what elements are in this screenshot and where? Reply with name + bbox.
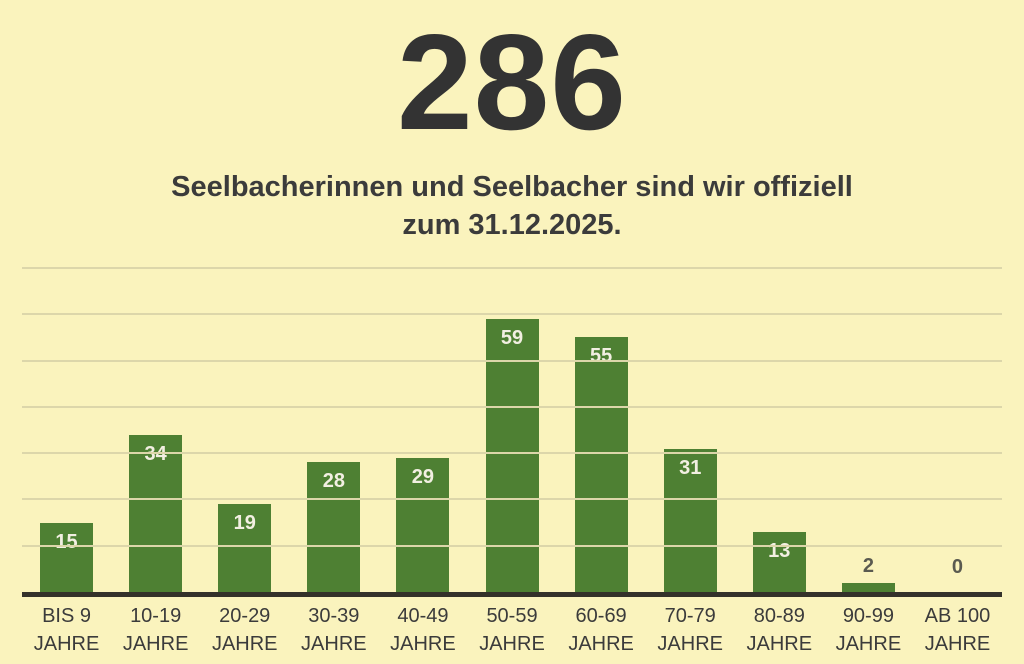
x-axis-label: 40-49 JAHRE — [378, 602, 467, 658]
x-axis-label: 10-19 JAHRE — [111, 602, 200, 658]
x-axis-label-range: 30-39 — [308, 605, 360, 627]
bar-slot: 55 — [557, 268, 646, 592]
bar-value-label: 2 — [862, 555, 874, 577]
x-axis-label-unit: JAHRE — [122, 633, 189, 655]
gridline-70 — [22, 267, 1002, 269]
bar-slot: 0 — [913, 268, 1002, 592]
bar-value-label: 19 — [233, 512, 256, 534]
x-axis-labels: BIS 9 JAHRE 10-19 JAHRE 20-29 JAHRE 30-39 JAHRE… — [22, 602, 1002, 658]
gridline-10 — [22, 544, 1002, 547]
bar-slot: 31 — [646, 268, 735, 592]
gridline-50 — [22, 359, 1002, 362]
bar-slot: 59 — [467, 268, 556, 592]
bar-slot: 29 — [378, 268, 467, 592]
gridline-30 — [22, 452, 1002, 455]
bar-value-label: 0 — [951, 556, 964, 578]
x-axis-label-range: 80-89 — [753, 605, 805, 627]
bar-slot: 13 — [735, 268, 824, 592]
x-axis-label-range: 50-59 — [486, 605, 538, 627]
x-axis-label-unit: JAHRE — [746, 633, 813, 655]
bar-value-label: 13 — [768, 540, 791, 562]
x-axis-label-unit: JAHRE — [657, 633, 723, 655]
bar-value-label: 59 — [500, 327, 524, 349]
bars-row: 15 34 19 28 29 59 55 31 13 2 0 — [22, 268, 1002, 592]
x-axis-label-range: BIS 9 — [42, 605, 91, 627]
bar: 19 — [218, 504, 272, 592]
x-axis-label-unit: JAHRE — [390, 633, 456, 655]
bar-slot: 34 — [111, 268, 200, 592]
x-axis-label: 70-79 JAHRE — [646, 602, 735, 658]
x-axis-label-unit: JAHRE — [301, 633, 367, 655]
x-axis-label: BIS 9 JAHRE — [22, 602, 111, 658]
subtitle: Seelbacherinnen und Seelbacher sind wir … — [0, 168, 1024, 244]
gridline-20 — [22, 498, 1002, 501]
x-axis-label-range: 10-19 — [130, 605, 182, 627]
bar-value-label: 15 — [55, 531, 78, 553]
bar — [841, 583, 895, 592]
x-axis-label: AB 100 JAHRE — [913, 602, 1002, 658]
gridline-40 — [22, 405, 1002, 408]
bar: 29 — [396, 458, 450, 592]
bar-slot: 15 — [22, 268, 111, 592]
x-axis-label-range: 20-29 — [219, 605, 271, 627]
x-axis-label: 60-69 JAHRE — [557, 602, 646, 658]
x-axis-label: 20-29 JAHRE — [200, 602, 289, 658]
x-axis-label-unit: JAHRE — [568, 633, 634, 655]
bar-value-label: 34 — [145, 443, 167, 466]
x-axis-label-range: 90-99 — [842, 605, 894, 627]
bar-value-label: 55 — [589, 345, 613, 367]
x-axis-label-unit: JAHRE — [479, 633, 545, 655]
subtitle-line1: Seelbacherinnen und Seelbacher sind wir … — [171, 171, 853, 203]
bar: 31 — [663, 449, 717, 592]
age-distribution-bar-chart: 15 34 19 28 29 59 55 31 13 2 0 — [22, 267, 1002, 597]
bar-value-label: 29 — [411, 466, 435, 488]
x-axis-label-range: 70-79 — [664, 605, 716, 627]
bar: 15 — [40, 523, 94, 592]
x-axis-label-unit: JAHRE — [924, 633, 991, 655]
subtitle-line2: zum 31.12.2025. — [402, 209, 622, 241]
bar-value-label: 31 — [679, 457, 702, 479]
x-axis-label-range: 40-49 — [397, 605, 449, 627]
bar-value-label: 28 — [322, 470, 345, 492]
x-axis-label: 50-59 JAHRE — [467, 602, 556, 658]
gridline-60 — [22, 313, 1002, 316]
bar: 13 — [752, 532, 806, 592]
x-axis-label-unit: JAHRE — [211, 633, 278, 655]
x-axis-label: 80-89 JAHRE — [735, 602, 824, 658]
bar: 34 — [129, 435, 183, 592]
x-axis-label: 90-99 JAHRE — [824, 602, 913, 658]
bar: 28 — [307, 462, 361, 592]
x-axis-label-range: AB 100 — [924, 605, 991, 627]
population-total-headline: 286 — [397, 6, 627, 158]
bar-slot: 19 — [200, 268, 289, 592]
x-axis-label: 30-39 JAHRE — [289, 602, 378, 658]
x-axis-label-unit: JAHRE — [835, 633, 902, 655]
x-axis-label-unit: JAHRE — [33, 633, 100, 655]
bar-slot: 2 — [824, 268, 913, 592]
bar-slot: 28 — [289, 268, 378, 592]
x-axis-label-range: 60-69 — [575, 605, 627, 627]
bar: 55 — [574, 337, 628, 592]
